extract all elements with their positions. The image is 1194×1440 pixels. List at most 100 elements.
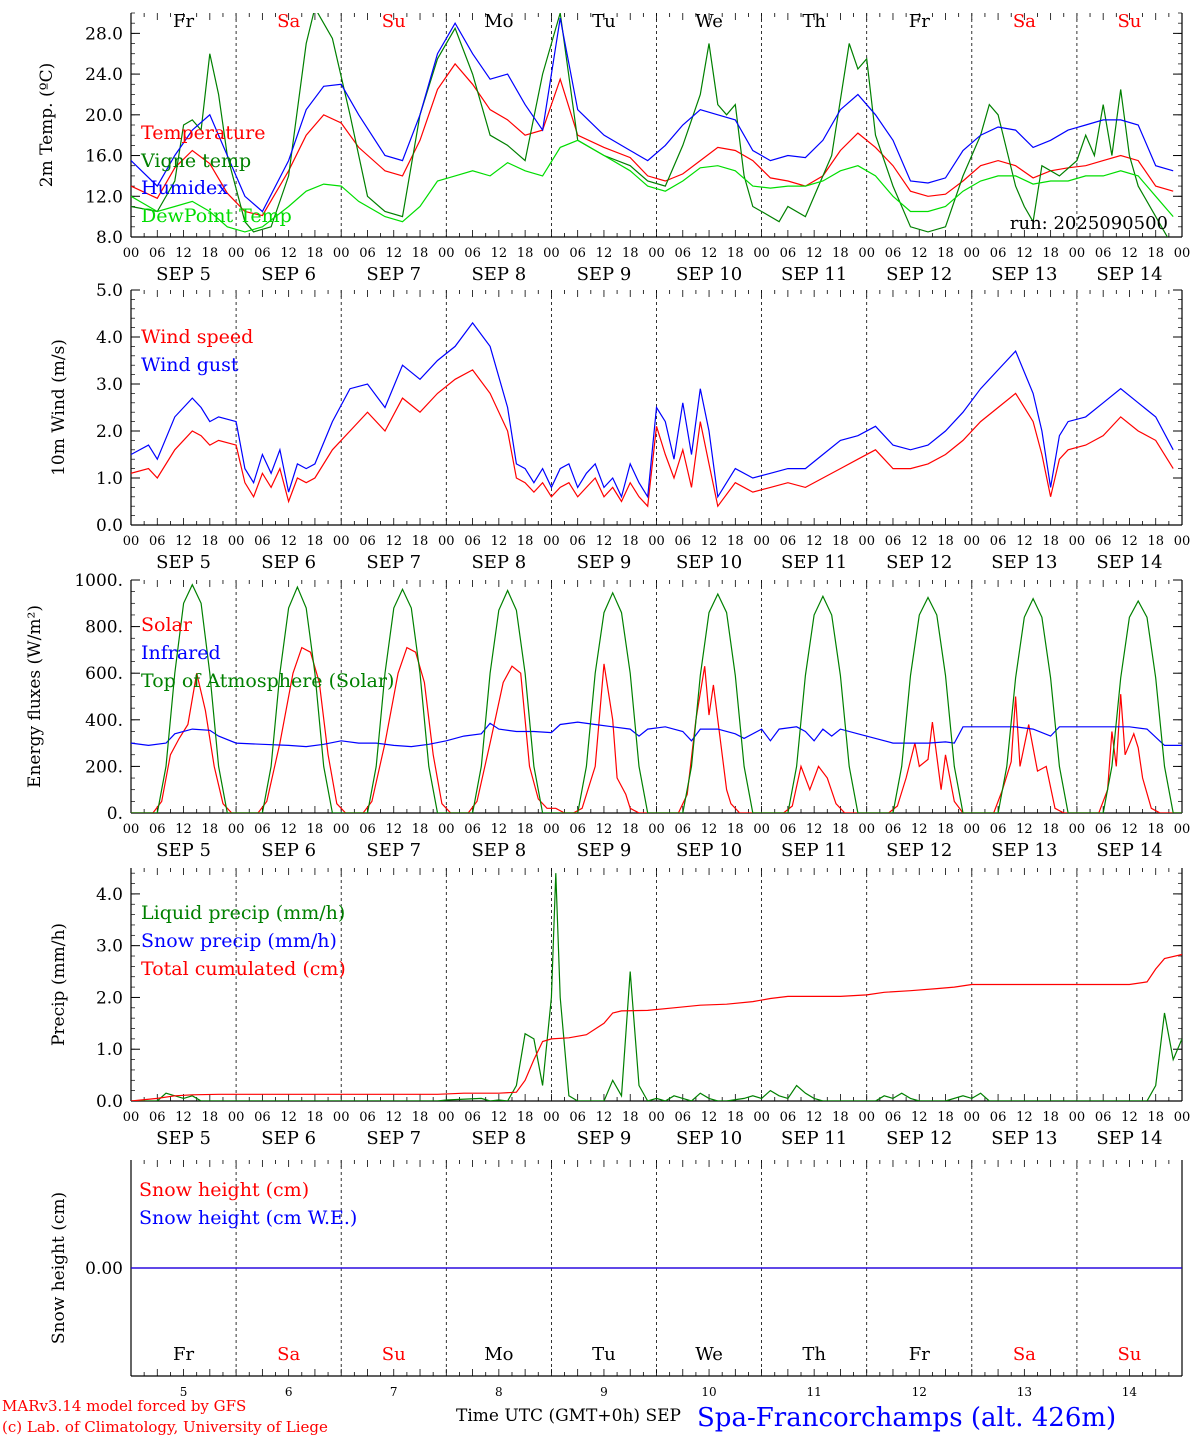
hour-tick-label: 06 xyxy=(780,246,797,261)
hour-tick-label: 00 xyxy=(333,1110,350,1125)
y-tick-label: 1.0 xyxy=(96,1040,123,1060)
date-label: SEP 6 xyxy=(261,552,316,573)
series-line-dewpoint-temp xyxy=(131,139,1174,233)
y-tick-label: 16.0 xyxy=(85,147,123,167)
hour-tick-label: 06 xyxy=(254,822,271,837)
hour-tick-label: 06 xyxy=(990,822,1007,837)
y-tick-label: 0.0 xyxy=(96,1092,123,1112)
y-axis-title: Precip (mm/h) xyxy=(49,923,69,1046)
series-line-wind-speed xyxy=(131,369,1174,508)
date-label: SEP 8 xyxy=(471,1128,526,1149)
hour-tick-label: 18 xyxy=(412,246,429,261)
date-label: SEP 13 xyxy=(991,840,1057,861)
hour-tick-label: 12 xyxy=(1016,246,1033,261)
hour-tick-label: 00 xyxy=(123,534,140,549)
date-label: SEP 14 xyxy=(1096,1128,1162,1149)
date-label: SEP 11 xyxy=(781,552,847,573)
hour-tick-label: 06 xyxy=(990,246,1007,261)
weekday-label: Mo xyxy=(484,11,513,32)
hour-tick-label: 18 xyxy=(727,534,744,549)
legend-entry: Vigne temp xyxy=(140,150,251,172)
hour-tick-label: 12 xyxy=(385,1110,402,1125)
date-label: SEP 5 xyxy=(156,552,211,573)
y-tick-label: 2.0 xyxy=(96,988,123,1008)
hour-tick-label: 06 xyxy=(885,246,902,261)
hour-tick-label: 00 xyxy=(438,246,455,261)
hour-tick-label: 18 xyxy=(937,534,954,549)
hour-tick-label: 06 xyxy=(990,1110,1007,1125)
hour-tick-label: 18 xyxy=(727,822,744,837)
hour-tick-label: 12 xyxy=(596,822,613,837)
series-line-solar xyxy=(131,646,1182,813)
series-line-total-cumulated-cm xyxy=(131,953,1182,1101)
hour-tick-label: 00 xyxy=(648,822,665,837)
hour-tick-label: 12 xyxy=(911,534,928,549)
hour-tick-label: 00 xyxy=(648,246,665,261)
y-tick-label: 5.0 xyxy=(96,281,123,301)
date-label: SEP 12 xyxy=(886,264,952,285)
legend-entry: Humidex xyxy=(141,177,228,199)
hour-tick-label: 06 xyxy=(569,1110,586,1125)
hour-tick-label: 00 xyxy=(858,1110,875,1125)
day-number-label: 9 xyxy=(600,1385,608,1399)
weekday-label: Sa xyxy=(1013,1344,1036,1365)
weekday-label: Su xyxy=(382,1344,406,1365)
hour-tick-label: 06 xyxy=(569,246,586,261)
hour-tick-label: 00 xyxy=(1069,246,1086,261)
hour-tick-label: 00 xyxy=(543,822,560,837)
hour-tick-label: 06 xyxy=(675,534,692,549)
date-label: SEP 7 xyxy=(366,840,421,861)
hour-tick-label: 06 xyxy=(464,822,481,837)
hour-tick-label: 06 xyxy=(149,246,166,261)
hour-tick-label: 18 xyxy=(622,534,639,549)
date-label: SEP 6 xyxy=(261,1128,316,1149)
hour-tick-label: 12 xyxy=(596,246,613,261)
hour-tick-label: 18 xyxy=(307,534,324,549)
hour-tick-label: 18 xyxy=(832,534,849,549)
hour-tick-label: 00 xyxy=(1174,822,1191,837)
hour-tick-label: 00 xyxy=(858,246,875,261)
series-line-temperature xyxy=(131,62,1174,217)
date-label: SEP 14 xyxy=(1096,264,1162,285)
panel-5: 0.00 Snow height (cm) Fr Sa Su Mo Tu We Th Fr Sa Su… xyxy=(49,1160,1183,1399)
hour-tick-label: 12 xyxy=(701,1110,718,1125)
hour-tick-label: 00 xyxy=(648,1110,665,1125)
legend-entry: Liquid precip (mm/h) xyxy=(141,902,345,924)
y-tick-label: 12.0 xyxy=(85,187,123,207)
x-axis-label: Time UTC (GMT+0h) SEP xyxy=(456,1406,681,1426)
hour-tick-label: 12 xyxy=(175,246,192,261)
hour-tick-label: 18 xyxy=(202,534,219,549)
date-label: SEP 8 xyxy=(471,264,526,285)
hour-tick-label: 06 xyxy=(1095,246,1112,261)
y-tick-label: 0. xyxy=(107,804,123,824)
hour-tick-label: 00 xyxy=(438,822,455,837)
hour-tick-label: 18 xyxy=(937,246,954,261)
date-label: SEP 14 xyxy=(1096,840,1162,861)
hour-tick-label: 18 xyxy=(412,822,429,837)
hour-tick-label: 06 xyxy=(359,1110,376,1125)
date-label: SEP 6 xyxy=(261,840,316,861)
hour-tick-label: 12 xyxy=(806,246,823,261)
day-number-label: 7 xyxy=(390,1385,398,1399)
y-tick-label: 20.0 xyxy=(85,106,123,126)
hour-tick-label: 12 xyxy=(280,534,297,549)
date-label: SEP 12 xyxy=(886,552,952,573)
hour-tick-label: 18 xyxy=(937,822,954,837)
hour-tick-label: 18 xyxy=(1042,822,1059,837)
hour-tick-label: 06 xyxy=(569,822,586,837)
date-label: SEP 14 xyxy=(1096,552,1162,573)
hour-tick-label: 00 xyxy=(964,246,981,261)
hour-tick-label: 06 xyxy=(1095,822,1112,837)
hour-tick-label: 12 xyxy=(596,1110,613,1125)
y-tick-label: 1000. xyxy=(74,571,123,591)
hour-tick-label: 12 xyxy=(280,246,297,261)
y-axis-title: 10m Wind (m/s) xyxy=(49,339,69,476)
hour-tick-label: 12 xyxy=(1121,534,1138,549)
hour-tick-label: 12 xyxy=(701,822,718,837)
hour-tick-label: 06 xyxy=(780,534,797,549)
date-label: SEP 13 xyxy=(991,264,1057,285)
hour-tick-label: 18 xyxy=(622,246,639,261)
date-label: SEP 8 xyxy=(471,840,526,861)
date-label: SEP 9 xyxy=(577,552,632,573)
hour-tick-label: 12 xyxy=(701,246,718,261)
